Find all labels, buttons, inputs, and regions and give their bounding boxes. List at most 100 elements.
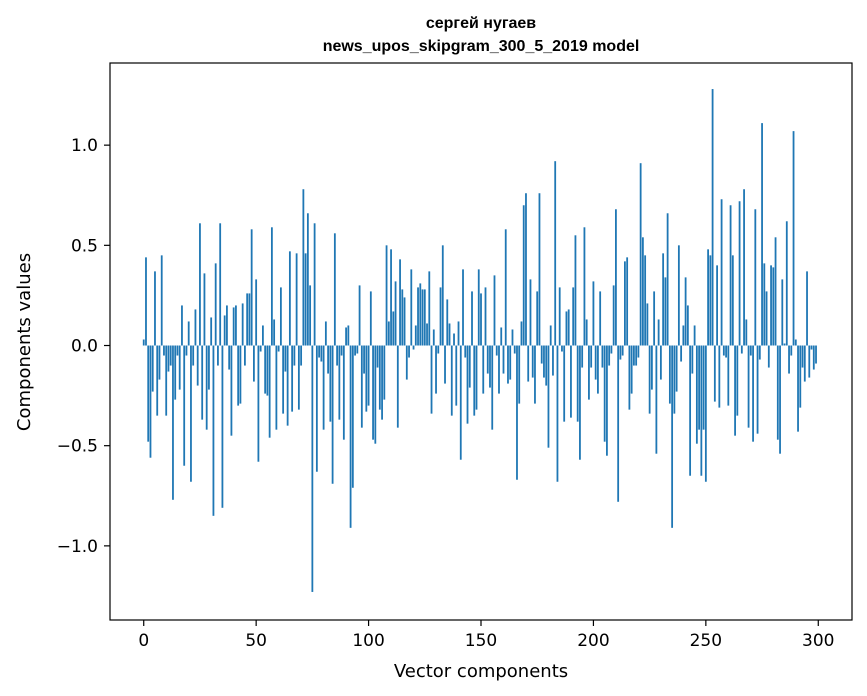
bar: [297, 345, 300, 410]
bar: [190, 345, 192, 482]
bar: [331, 345, 334, 484]
bar: [145, 257, 147, 346]
bar: [205, 345, 208, 430]
bar: [315, 345, 318, 472]
bar: [459, 345, 462, 460]
bar: [534, 345, 536, 404]
bar: [812, 345, 815, 370]
bar: [232, 307, 235, 346]
bar: [230, 345, 233, 436]
y-tick-label: −0.5: [57, 437, 98, 457]
bar: [684, 277, 687, 346]
bar: [376, 345, 379, 368]
bar: [637, 345, 640, 358]
bar: [727, 345, 730, 406]
bar: [410, 269, 413, 346]
bar: [167, 345, 170, 372]
bar: [264, 345, 267, 394]
y-tick-label: 0.5: [71, 236, 98, 256]
bar: [374, 345, 377, 444]
bar: [752, 345, 754, 442]
x-tick-label: 100: [352, 631, 384, 651]
bar: [453, 333, 455, 346]
bar: [608, 345, 611, 366]
bars-group: [142, 89, 817, 592]
bar: [749, 345, 752, 356]
bar: [345, 327, 347, 346]
bar: [178, 345, 181, 390]
bar: [543, 345, 545, 378]
bar: [444, 345, 446, 384]
bar: [585, 319, 588, 346]
bar: [657, 319, 660, 346]
bar: [707, 249, 709, 346]
bar: [187, 321, 190, 346]
bar: [639, 163, 642, 346]
bar: [471, 291, 473, 346]
bar: [381, 345, 383, 420]
bar: [219, 223, 222, 346]
bar: [628, 345, 631, 410]
bar: [788, 345, 790, 374]
bar: [603, 345, 606, 442]
bar: [282, 345, 285, 414]
bar: [594, 345, 597, 380]
bar: [659, 345, 662, 380]
x-axis-label: Vector components: [394, 661, 568, 682]
bar: [581, 345, 584, 368]
bar: [682, 325, 685, 346]
bar: [430, 345, 433, 414]
x-tick-label: 200: [577, 631, 609, 651]
bar: [507, 345, 509, 384]
bar: [320, 345, 323, 362]
bar: [525, 193, 527, 346]
bar: [255, 279, 258, 346]
bar: [327, 345, 329, 374]
bar: [358, 285, 361, 346]
x-tick-label: 50: [245, 631, 267, 651]
bar: [538, 193, 541, 346]
bar: [257, 345, 260, 462]
bar: [556, 345, 559, 482]
bar: [423, 289, 426, 346]
bar: [686, 305, 689, 346]
bar: [342, 345, 345, 440]
bar: [399, 259, 401, 346]
bar: [547, 345, 550, 448]
y-tick-label: 0.0: [71, 337, 98, 357]
bar: [601, 345, 604, 368]
bar: [718, 345, 721, 408]
bar: [156, 345, 159, 416]
bar: [731, 255, 734, 346]
bar: [772, 267, 775, 346]
bar: [646, 303, 649, 346]
bar: [356, 345, 359, 354]
bar: [246, 293, 249, 346]
bar: [419, 283, 422, 346]
bar: [695, 345, 698, 444]
bar: [513, 345, 516, 354]
bar: [713, 345, 716, 402]
bar: [482, 345, 485, 394]
bar: [612, 285, 615, 346]
bar: [147, 345, 150, 442]
bar: [439, 287, 442, 346]
bar: [633, 345, 635, 366]
bar: [291, 345, 294, 412]
bar: [203, 273, 206, 346]
bar: [588, 345, 590, 400]
bar: [745, 319, 748, 346]
bar: [545, 345, 548, 386]
bar: [199, 223, 201, 346]
bar: [194, 309, 197, 346]
bar: [783, 343, 786, 346]
bar: [570, 345, 572, 418]
bar: [293, 345, 296, 366]
bar: [367, 345, 370, 406]
bar: [680, 345, 683, 362]
bar: [446, 299, 449, 346]
bar: [615, 209, 617, 346]
bar: [590, 345, 593, 368]
bar: [655, 345, 658, 454]
bar: [428, 271, 431, 346]
